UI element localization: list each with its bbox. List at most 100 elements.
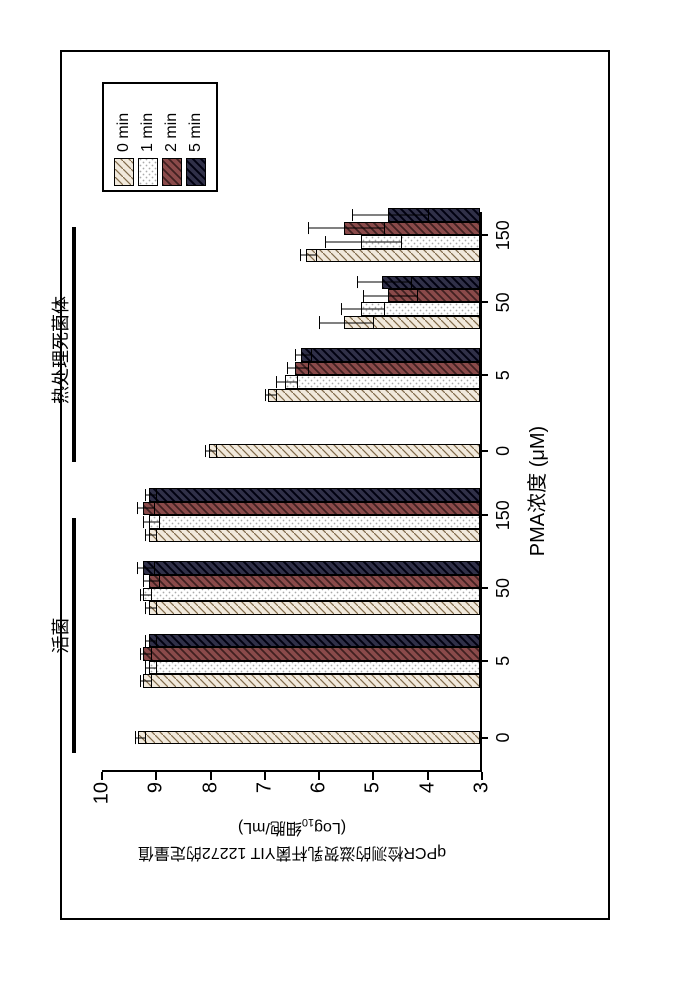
- error-cap: [428, 209, 429, 221]
- error-cap: [265, 389, 266, 401]
- error-cap: [145, 635, 146, 647]
- y-tick-label: 6: [308, 782, 331, 810]
- bar: [149, 601, 480, 614]
- bar: [149, 634, 480, 647]
- error-cap: [276, 376, 277, 388]
- error-cap: [159, 575, 160, 587]
- y-tick-label: 8: [199, 782, 222, 810]
- bar: [149, 661, 480, 674]
- x-tick: [480, 514, 488, 516]
- legend-label-3: 5 min: [187, 113, 205, 152]
- error-bar: [137, 508, 153, 509]
- error-bar: [300, 255, 316, 256]
- bar: [301, 348, 480, 361]
- legend-item-1: 1 min: [138, 88, 158, 186]
- error-cap: [363, 290, 364, 302]
- error-bar: [145, 535, 156, 536]
- error-cap: [357, 276, 358, 288]
- x-tick: [480, 301, 488, 303]
- legend-label-0: 0 min: [115, 113, 133, 152]
- error-cap: [411, 276, 412, 288]
- error-cap: [145, 661, 146, 673]
- x-tick: [480, 660, 488, 662]
- error-bar: [145, 495, 156, 496]
- legend-item-2: 2 min: [162, 88, 182, 186]
- error-bar: [325, 241, 401, 242]
- error-cap: [156, 489, 157, 501]
- error-bar: [265, 395, 276, 396]
- error-cap: [140, 589, 141, 601]
- y-tick: [427, 772, 429, 780]
- x-tick-label: 50: [493, 578, 514, 598]
- y-axis-label-line2: (Log10细胞/mL): [102, 816, 482, 842]
- plot-area: PMA浓度 (μM) 345678910活菌热处理死菌体055015005501…: [102, 212, 482, 772]
- error-cap: [156, 661, 157, 673]
- panel-label: 热处理死菌体: [47, 296, 73, 404]
- error-bar: [341, 309, 384, 310]
- bar: [138, 731, 480, 744]
- x-tick: [480, 587, 488, 589]
- y-tick: [210, 772, 212, 780]
- error-cap: [137, 502, 138, 514]
- y-tick: [372, 772, 374, 780]
- error-cap: [143, 516, 144, 528]
- error-cap: [145, 731, 146, 743]
- x-tick: [480, 450, 488, 452]
- y-tick-label: 3: [471, 782, 494, 810]
- y-tick-label: 4: [416, 782, 439, 810]
- bar: [268, 389, 480, 402]
- legend-label-2: 2 min: [163, 113, 181, 152]
- error-cap: [287, 362, 288, 374]
- x-tick-label: 5: [493, 370, 514, 380]
- error-bar: [308, 228, 384, 229]
- legend-swatch-0: [114, 158, 134, 186]
- error-cap: [140, 648, 141, 660]
- error-bar: [352, 215, 428, 216]
- error-bar: [319, 322, 373, 323]
- error-cap: [308, 222, 309, 234]
- bar: [295, 362, 480, 375]
- error-cap: [417, 290, 418, 302]
- legend-label-1: 1 min: [139, 113, 157, 152]
- error-cap: [216, 445, 217, 457]
- error-cap: [384, 222, 385, 234]
- error-bar: [135, 737, 146, 738]
- error-bar: [357, 282, 411, 283]
- bar: [143, 674, 480, 687]
- error-cap: [140, 675, 141, 687]
- error-bar: [145, 608, 156, 609]
- error-cap: [352, 209, 353, 221]
- x-tick-label: 150: [493, 500, 514, 530]
- error-cap: [159, 516, 160, 528]
- error-cap: [311, 349, 312, 361]
- error-cap: [137, 562, 138, 574]
- chart-rotated-container: qPCR检测的滋贺乳杆菌YIT 12272的定量值 (Log10细胞/mL) P…: [62, 52, 612, 922]
- bar: [143, 647, 480, 660]
- error-bar: [140, 594, 151, 595]
- error-cap: [156, 529, 157, 541]
- error-bar: [140, 654, 151, 655]
- error-cap: [276, 389, 277, 401]
- error-cap: [384, 303, 385, 315]
- legend: 0 min 1 min 2 min 5 min: [102, 82, 218, 192]
- error-bar: [276, 381, 298, 382]
- error-cap: [401, 236, 402, 248]
- error-bar: [205, 450, 216, 451]
- error-cap: [145, 489, 146, 501]
- error-cap: [151, 589, 152, 601]
- y-axis-label-suffix: 细胞/mL): [238, 819, 302, 836]
- x-tick: [480, 374, 488, 376]
- y-tick-label: 5: [362, 782, 385, 810]
- y-tick: [481, 772, 483, 780]
- error-cap: [295, 349, 296, 361]
- legend-swatch-1: [138, 158, 158, 186]
- error-cap: [373, 317, 374, 329]
- error-bar: [295, 355, 311, 356]
- error-cap: [154, 562, 155, 574]
- legend-item-0: 0 min: [114, 88, 134, 186]
- error-bar: [143, 581, 159, 582]
- error-bar: [145, 640, 156, 641]
- bar: [143, 502, 480, 515]
- error-cap: [325, 236, 326, 248]
- error-bar: [145, 667, 156, 668]
